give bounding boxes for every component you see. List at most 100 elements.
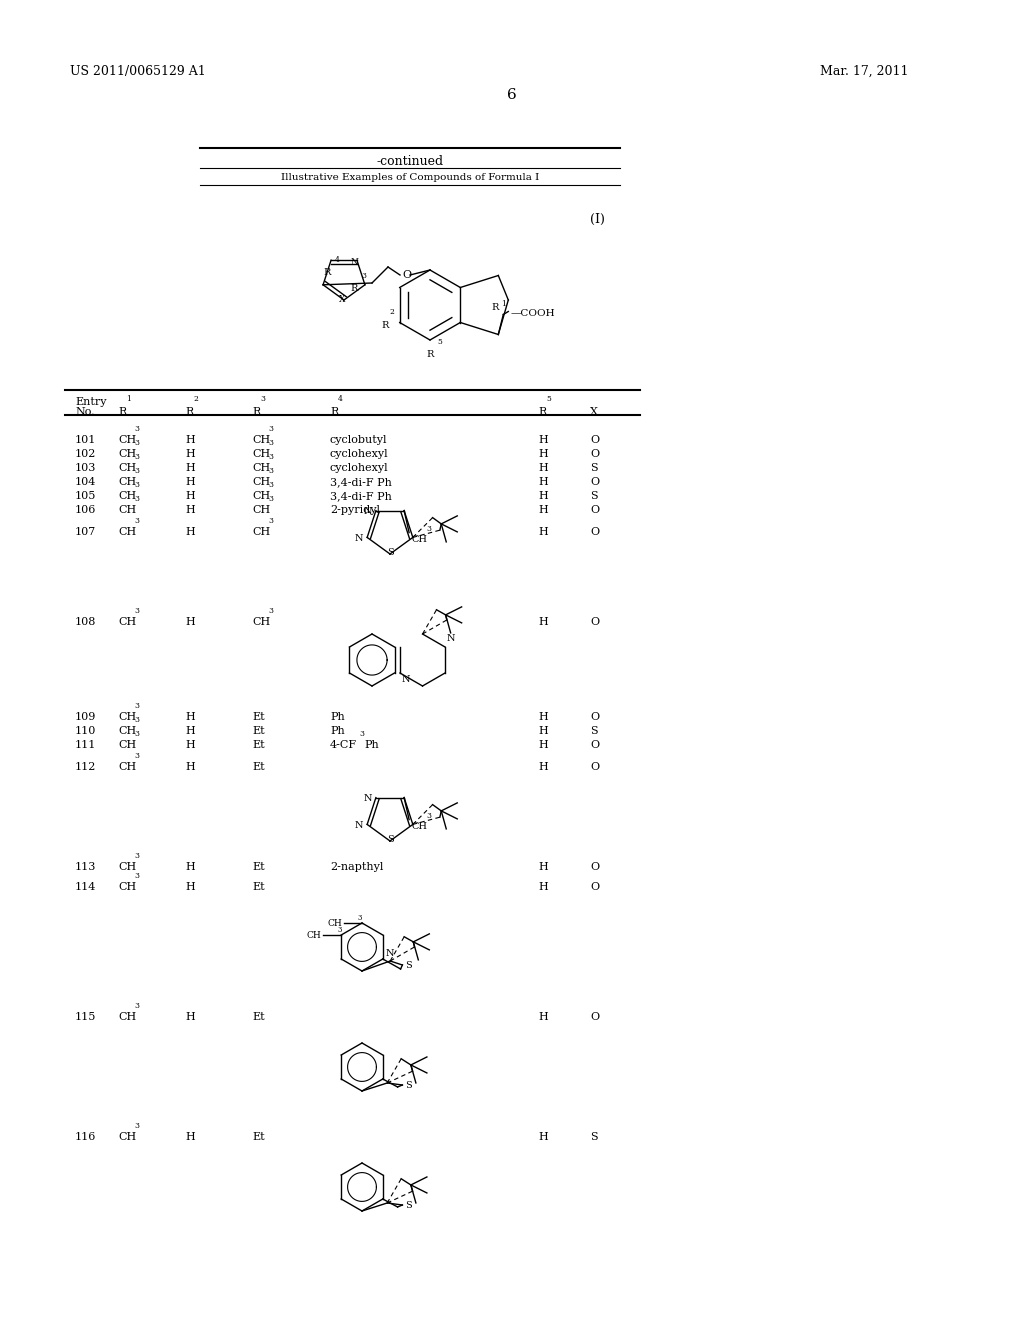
Text: 109: 109 [75, 711, 96, 722]
Text: H: H [538, 449, 548, 459]
Text: H: H [185, 1133, 195, 1142]
Text: O: O [590, 741, 599, 750]
Text: 3: 3 [134, 440, 139, 447]
Text: O: O [590, 477, 599, 487]
Text: O: O [590, 449, 599, 459]
Text: O: O [590, 506, 599, 515]
Text: R: R [252, 407, 260, 417]
Text: Et: Et [252, 762, 264, 772]
Text: R: R [538, 407, 546, 417]
Text: H: H [185, 491, 195, 502]
Text: CH: CH [411, 821, 427, 830]
Text: R: R [492, 302, 499, 312]
Text: 3: 3 [359, 730, 364, 738]
Text: 3: 3 [134, 1002, 139, 1010]
Text: 3,4-di-F Ph: 3,4-di-F Ph [330, 491, 392, 502]
Text: CH: CH [118, 436, 136, 445]
Text: 3,4-di-F Ph: 3,4-di-F Ph [330, 477, 392, 487]
Text: H: H [538, 711, 548, 722]
Text: 3: 3 [134, 715, 139, 723]
Text: 3: 3 [358, 913, 362, 921]
Text: 3: 3 [134, 851, 139, 861]
Text: 3: 3 [134, 517, 139, 525]
Text: Ph: Ph [330, 711, 345, 722]
Text: CH: CH [118, 616, 136, 627]
Text: 6: 6 [507, 88, 517, 102]
Text: 3: 3 [426, 812, 431, 820]
Text: H: H [185, 882, 195, 892]
Text: 1: 1 [126, 395, 131, 403]
Text: H: H [185, 741, 195, 750]
Text: H: H [538, 491, 548, 502]
Text: H: H [185, 463, 195, 473]
Text: N: N [354, 533, 364, 543]
Text: Entry: Entry [75, 397, 106, 407]
Text: (I): (I) [590, 213, 605, 226]
Text: H: H [185, 449, 195, 459]
Text: 3: 3 [134, 480, 139, 488]
Text: 3: 3 [268, 495, 273, 503]
Text: 3: 3 [268, 440, 273, 447]
Text: R: R [330, 407, 338, 417]
Text: 110: 110 [75, 726, 96, 737]
Text: 2: 2 [193, 395, 198, 403]
Text: H: H [185, 762, 195, 772]
Text: 2-pyridyl: 2-pyridyl [330, 506, 380, 515]
Text: O: O [590, 711, 599, 722]
Text: H: H [538, 862, 548, 873]
Text: R: R [324, 268, 331, 277]
Text: O: O [590, 436, 599, 445]
Text: S: S [590, 1133, 598, 1142]
Text: Ph: Ph [364, 741, 379, 750]
Text: cyclohexyl: cyclohexyl [330, 449, 389, 459]
Text: 1: 1 [502, 300, 506, 308]
Text: 3: 3 [268, 517, 273, 525]
Text: 2-napthyl: 2-napthyl [330, 862, 383, 873]
Text: 4-CF: 4-CF [330, 741, 357, 750]
Text: H: H [185, 616, 195, 627]
Text: H: H [538, 1133, 548, 1142]
Text: CH: CH [252, 463, 270, 473]
Text: Et: Et [252, 726, 264, 737]
Text: No.: No. [75, 407, 94, 417]
Text: 105: 105 [75, 491, 96, 502]
Text: N: N [386, 949, 394, 958]
Text: 3: 3 [268, 453, 273, 461]
Text: CH: CH [118, 491, 136, 502]
Text: H: H [538, 726, 548, 737]
Text: R: R [426, 350, 434, 359]
Text: S: S [387, 836, 393, 843]
Text: Et: Et [252, 1133, 264, 1142]
Text: 3: 3 [268, 425, 273, 433]
Text: CH: CH [118, 1133, 136, 1142]
Text: Et: Et [252, 882, 264, 892]
Text: H: H [538, 463, 548, 473]
Text: 102: 102 [75, 449, 96, 459]
Text: CH: CH [118, 862, 136, 873]
Text: Illustrative Examples of Compounds of Formula I: Illustrative Examples of Compounds of Fo… [281, 173, 539, 182]
Text: Et: Et [252, 711, 264, 722]
Text: H: H [185, 527, 195, 537]
Text: CH: CH [252, 477, 270, 487]
Text: H: H [538, 436, 548, 445]
Text: S: S [590, 491, 598, 502]
Text: R: R [185, 407, 194, 417]
Text: 4: 4 [335, 256, 340, 264]
Text: H: H [538, 1012, 548, 1022]
Text: N: N [364, 507, 372, 516]
Text: N: N [447, 634, 456, 643]
Text: 2: 2 [390, 309, 394, 317]
Text: R: R [118, 407, 126, 417]
Text: 5: 5 [546, 395, 551, 403]
Text: O: O [590, 1012, 599, 1022]
Text: 114: 114 [75, 882, 96, 892]
Text: CH: CH [118, 741, 136, 750]
Text: CH: CH [252, 449, 270, 459]
Text: 3: 3 [134, 467, 139, 475]
Text: 3: 3 [337, 927, 342, 935]
Text: S: S [406, 961, 412, 969]
Text: CH: CH [118, 711, 136, 722]
Text: R: R [350, 284, 357, 293]
Text: H: H [538, 477, 548, 487]
Text: O: O [590, 882, 599, 892]
